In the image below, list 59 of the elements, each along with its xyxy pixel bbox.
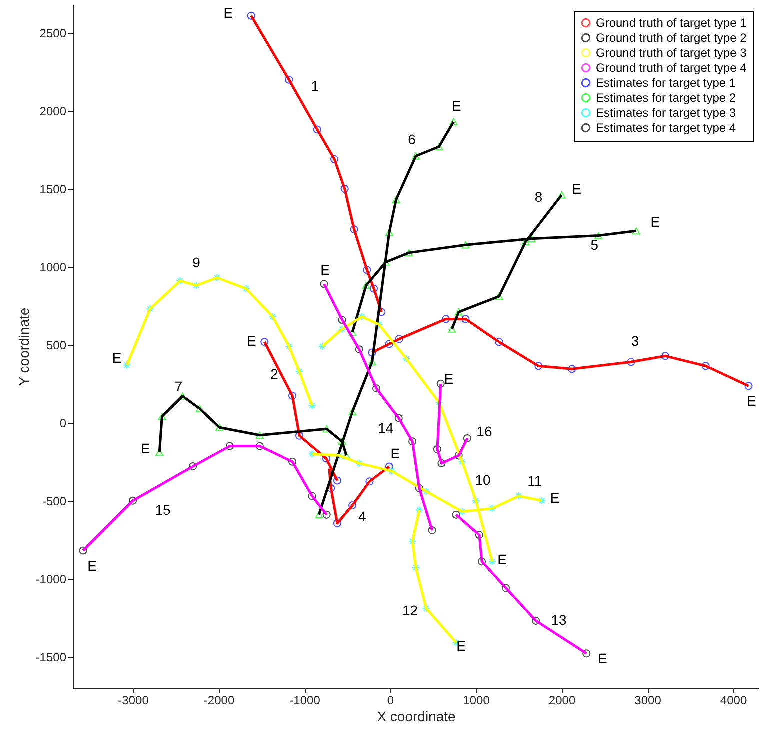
x-tick-label: 3000 — [634, 694, 662, 708]
x-tick-label: -3000 — [118, 694, 150, 708]
legend-label: Estimates for target type 1 — [596, 76, 736, 90]
annotation: 9 — [192, 254, 201, 271]
annotation: 2 — [270, 366, 279, 382]
x-tick-label: 1000 — [463, 694, 490, 708]
annotation: E — [550, 490, 560, 506]
annotation: E — [650, 214, 660, 230]
x-tick-label: -2000 — [204, 694, 235, 708]
annotation: E — [452, 98, 462, 114]
annotation: 4 — [358, 508, 367, 524]
annotation: E — [498, 552, 507, 568]
legend-label: Estimates for target type 3 — [596, 106, 736, 120]
y-tick-label: 1500 — [40, 182, 67, 197]
y-tick-label: 1000 — [40, 260, 67, 274]
annotation: 15 — [155, 502, 172, 518]
x-axis-title: X coordinate — [377, 708, 456, 724]
annotation: E — [390, 446, 400, 462]
y-axis-title: Y coordinate — [16, 308, 32, 386]
y-tick-label: -1500 — [36, 650, 67, 664]
annotation: E — [320, 262, 330, 278]
annotation: E — [572, 181, 582, 198]
legend-label: Ground truth of target type 3 — [596, 46, 748, 60]
annotation: 5 — [590, 236, 599, 253]
annotation: 1 — [311, 78, 320, 94]
y-tick-label: -500 — [42, 494, 67, 508]
annotation: E — [747, 393, 756, 410]
annotation: E — [598, 650, 608, 667]
y-tick-label: 0 — [60, 416, 67, 430]
annotation: E — [224, 4, 234, 21]
annotation: 8 — [534, 189, 543, 206]
annotation: E — [88, 558, 97, 574]
annotation: E — [444, 370, 454, 387]
x-tick-label: 0 — [387, 694, 394, 708]
annotation: 7 — [174, 378, 183, 394]
annotation: 6 — [408, 131, 416, 148]
annotation: 11 — [528, 473, 542, 490]
y-tick-label: 2500 — [40, 26, 67, 41]
y-tick-label: -1000 — [36, 572, 67, 586]
legend-label: Estimates for target type 4 — [596, 121, 736, 135]
annotation: E — [456, 638, 466, 654]
legend-label: Ground truth of target type 1 — [596, 16, 748, 30]
x-tick-label: 2000 — [548, 694, 576, 708]
annotation: 16 — [476, 424, 492, 440]
y-tick-label: 500 — [46, 338, 67, 352]
annotation: E — [246, 333, 256, 350]
x-tick-label: 4000 — [720, 694, 748, 708]
legend-label: Ground truth of target type 2 — [596, 31, 748, 45]
legend-label: Ground truth of target type 4 — [596, 61, 748, 75]
annotation: E — [112, 350, 122, 366]
annotation: 13 — [551, 612, 568, 628]
legend-label: Estimates for target type 2 — [596, 91, 736, 105]
annotation: 10 — [475, 472, 492, 488]
annotation: E — [140, 440, 150, 457]
annotation: 3 — [631, 333, 640, 350]
annotation: 14 — [378, 420, 394, 436]
y-tick-label: 2000 — [40, 104, 67, 119]
x-tick-label: -1000 — [290, 694, 321, 708]
annotation: 12 — [402, 602, 418, 618]
